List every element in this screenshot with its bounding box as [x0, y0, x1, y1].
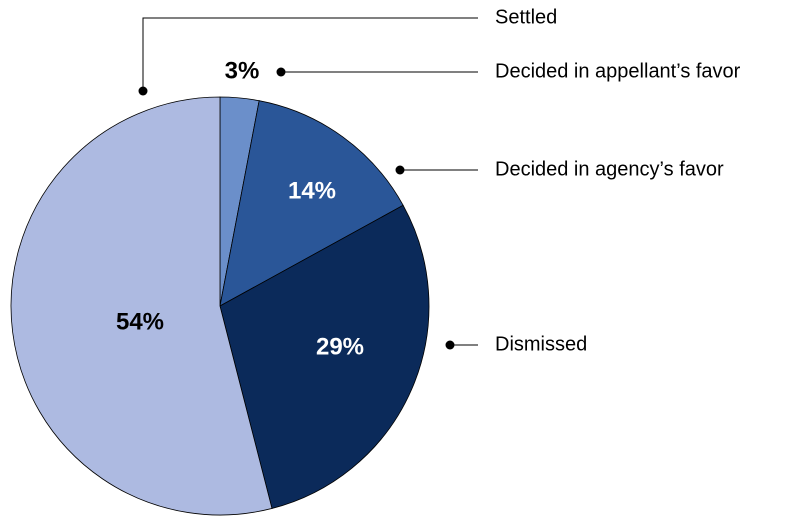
value-label: 54% [116, 308, 164, 335]
legend-label: Decided in appellant’s favor [495, 60, 741, 82]
value-label: 29% [316, 333, 364, 360]
pie-slice [219, 100, 404, 307]
pie-slice [219, 204, 430, 509]
legend-label: Decided in agency’s favor [495, 158, 724, 180]
leader-dot [276, 67, 286, 77]
legend-label: Settled [495, 6, 557, 28]
legend-label: Dismissed [495, 333, 587, 355]
value-label: 3% [225, 57, 260, 84]
value-label: 14% [288, 177, 336, 204]
leader-dot [395, 165, 405, 175]
leader-dot [138, 86, 148, 96]
leader-line [142, 17, 478, 91]
leader-dot [445, 340, 455, 350]
pie-slice [10, 96, 273, 516]
